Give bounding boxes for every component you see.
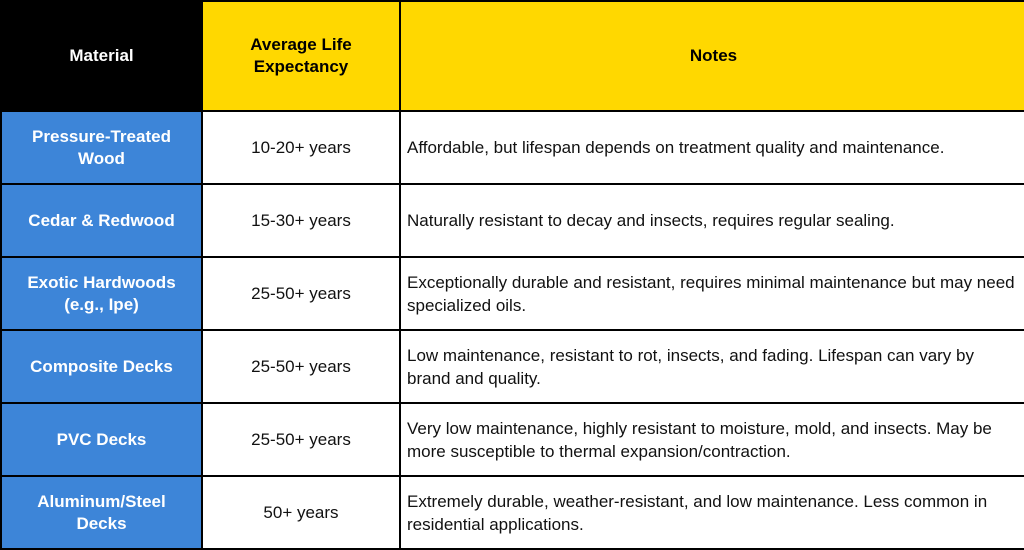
header-material: Material [2, 2, 201, 110]
notes-text: Exceptionally durable and resistant, req… [407, 272, 1015, 315]
life-cell: 50+ years [203, 477, 399, 548]
header-life-label: Average Life Expectancy [250, 35, 352, 76]
life-cell: 25-50+ years [203, 258, 399, 329]
life-value: 50+ years [263, 502, 339, 522]
header-notes-label: Notes [689, 46, 738, 65]
notes-cell: Very low maintenance, highly resistant t… [401, 404, 1024, 475]
material-cell: Pressure-Treated Wood [2, 112, 201, 183]
life-value: 25-50+ years [251, 356, 351, 376]
notes-cell: Low maintenance, resistant to rot, insec… [401, 331, 1024, 402]
notes-text: Naturally resistant to decay and insects… [407, 211, 895, 230]
life-value: 10-20+ years [251, 137, 351, 157]
life-cell: 25-50+ years [203, 331, 399, 402]
header-material-label: Material [69, 46, 134, 65]
life-cell: 10-20+ years [203, 112, 399, 183]
header-life-expectancy: Average Life Expectancy [203, 2, 399, 110]
notes-cell: Affordable, but lifespan depends on trea… [401, 112, 1024, 183]
notes-text: Low maintenance, resistant to rot, insec… [407, 345, 974, 388]
notes-cell: Extremely durable, weather-resistant, an… [401, 477, 1024, 548]
material-cell: Cedar & Redwood [2, 185, 201, 256]
material-cell: PVC Decks [2, 404, 201, 475]
notes-text: Affordable, but lifespan depends on trea… [407, 138, 945, 157]
notes-text: Very low maintenance, highly resistant t… [407, 418, 992, 461]
life-cell: 25-50+ years [203, 404, 399, 475]
material-cell: Composite Decks [2, 331, 201, 402]
material-label: Aluminum/Steel Decks [37, 491, 166, 533]
material-label: PVC Decks [56, 429, 147, 449]
life-cell: 15-30+ years [203, 185, 399, 256]
header-notes: Notes [401, 2, 1024, 110]
notes-cell: Exceptionally durable and resistant, req… [401, 258, 1024, 329]
life-value: 25-50+ years [251, 429, 351, 449]
material-cell: Aluminum/Steel Decks [2, 477, 201, 548]
notes-cell: Naturally resistant to decay and insects… [401, 185, 1024, 256]
material-cell: Exotic Hardwoods (e.g., Ipe) [2, 258, 201, 329]
material-label: Composite Decks [30, 356, 173, 376]
life-value: 15-30+ years [251, 210, 351, 230]
notes-text: Extremely durable, weather-resistant, an… [407, 491, 988, 534]
material-label: Exotic Hardwoods (e.g., Ipe) [27, 272, 176, 314]
material-label: Cedar & Redwood [28, 210, 175, 230]
life-value: 25-50+ years [251, 283, 351, 303]
material-label: Pressure-Treated Wood [32, 126, 171, 168]
